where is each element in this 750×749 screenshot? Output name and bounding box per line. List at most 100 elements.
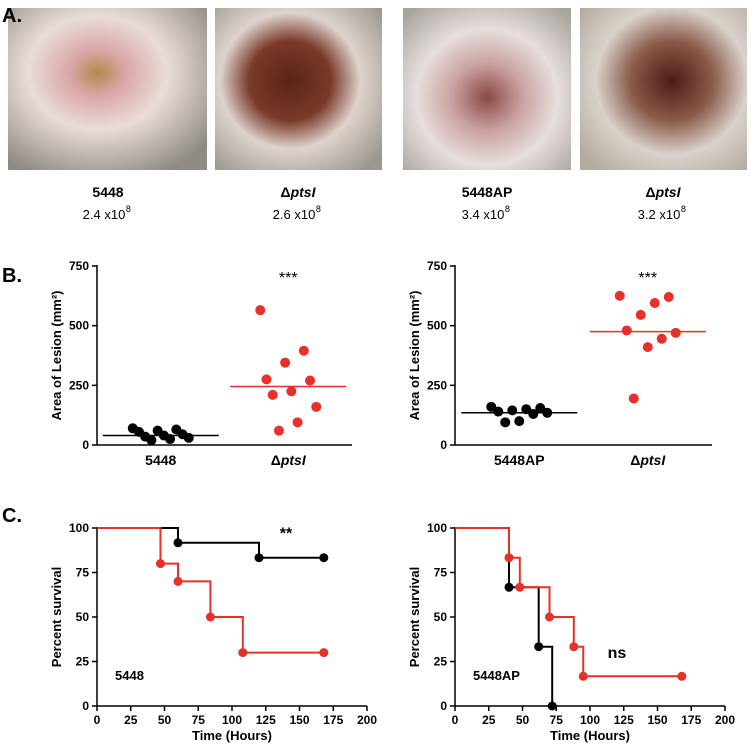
data-point [165, 434, 176, 445]
x-tick-label: 200 [357, 713, 377, 727]
y-axis-title: Percent survival [49, 567, 64, 667]
y-tick-label: 0 [82, 699, 89, 713]
photo-label: ΔptsI [281, 184, 317, 200]
x-tick-label: 0 [452, 713, 459, 727]
panel-label: B. [2, 265, 22, 287]
survival-point [173, 576, 183, 586]
data-point [663, 292, 674, 303]
data-point [255, 305, 266, 316]
annotation: *** [638, 270, 657, 287]
photo-count: 3.2 x10 [638, 207, 681, 222]
data-point [146, 435, 157, 446]
annotation: ** [280, 526, 293, 543]
x-tick-label: 50 [158, 713, 172, 727]
y-tick-label: 250 [69, 378, 89, 392]
x-tick-label: 25 [482, 713, 496, 727]
x-tick-label: 125 [614, 713, 634, 727]
x-tick-label: ΔptsI [271, 452, 307, 468]
survival-line [455, 527, 682, 678]
photo-count-exponent: 8 [681, 204, 686, 214]
data-point [311, 401, 322, 412]
x-tick-label: 5448 [145, 452, 176, 468]
survival-point [173, 538, 183, 548]
survival-point [515, 582, 525, 592]
x-tick-label: 0 [94, 713, 101, 727]
photo [580, 8, 747, 170]
inset-label: 5448AP [473, 668, 520, 683]
annotation: *** [279, 270, 298, 287]
survival-point [319, 553, 329, 563]
photo [8, 8, 207, 170]
x-tick-label: 5448AP [494, 452, 545, 468]
survival-line [97, 527, 324, 654]
x-axis-title: Time (Hours) [550, 728, 630, 743]
data-point [500, 417, 511, 428]
data-point [642, 342, 653, 353]
data-point [507, 405, 518, 416]
photo [403, 8, 571, 170]
survival-point [205, 612, 215, 622]
data-point [486, 401, 497, 412]
photo [215, 8, 382, 170]
data-point [273, 425, 284, 436]
survival-point [504, 553, 514, 563]
photo-count: 2.6 x10 [273, 207, 316, 222]
x-tick-label: 200 [715, 713, 735, 727]
y-tick-label: 500 [69, 319, 89, 333]
x-tick-label: 75 [192, 713, 206, 727]
y-axis-title: Percent survival [407, 567, 422, 667]
x-tick-label: ΔptsI [630, 452, 666, 468]
data-point [305, 375, 316, 386]
data-point [535, 403, 546, 414]
survival-point [677, 671, 687, 681]
y-tick-label: 100 [427, 521, 447, 535]
x-tick-label: 150 [647, 713, 667, 727]
photo-count-exponent: 8 [505, 204, 510, 214]
y-tick-label: 100 [69, 521, 89, 535]
y-tick-label: 25 [76, 655, 90, 669]
data-point [656, 333, 667, 344]
photo-count-exponent: 8 [126, 204, 131, 214]
data-point [286, 386, 297, 397]
annotation: ns [608, 645, 627, 662]
y-tick-label: 0 [82, 438, 89, 452]
data-point [528, 408, 539, 419]
y-tick-label: 50 [434, 610, 448, 624]
y-tick-label: 50 [76, 610, 90, 624]
data-point [649, 297, 660, 308]
y-axis-title: Area of Lesion (mm²) [49, 290, 64, 420]
data-point [628, 393, 639, 404]
survival-point [534, 642, 544, 652]
y-tick-label: 25 [434, 655, 448, 669]
data-point [521, 404, 532, 415]
y-tick-label: 0 [440, 438, 447, 452]
photo-label: 5448 [92, 184, 123, 200]
y-tick-label: 0 [440, 699, 447, 713]
survival-point [155, 559, 165, 569]
y-tick-label: 500 [427, 319, 447, 333]
data-point [514, 416, 525, 427]
y-tick-label: 250 [427, 378, 447, 392]
data-point [493, 406, 504, 417]
data-point [292, 417, 303, 428]
y-tick-label: 75 [76, 566, 90, 580]
y-tick-label: 750 [69, 259, 89, 273]
photo-label: 5448AP [462, 184, 513, 200]
photo-count: 2.4 x10 [83, 207, 126, 222]
panel-label: A. [2, 5, 22, 27]
photo-count: 3.4 x10 [462, 207, 505, 222]
data-point [280, 357, 291, 368]
survival-point [504, 582, 514, 592]
x-tick-label: 125 [256, 713, 276, 727]
data-point [621, 325, 632, 336]
photo-label: ΔptsI [646, 184, 682, 200]
y-tick-label: 750 [427, 259, 447, 273]
photo-count-exponent: 8 [316, 204, 321, 214]
survival-point [569, 642, 579, 652]
data-point [183, 432, 194, 443]
survival-point [238, 648, 248, 658]
data-point [614, 290, 625, 301]
x-tick-label: 175 [323, 713, 343, 727]
survival-point [545, 612, 554, 622]
